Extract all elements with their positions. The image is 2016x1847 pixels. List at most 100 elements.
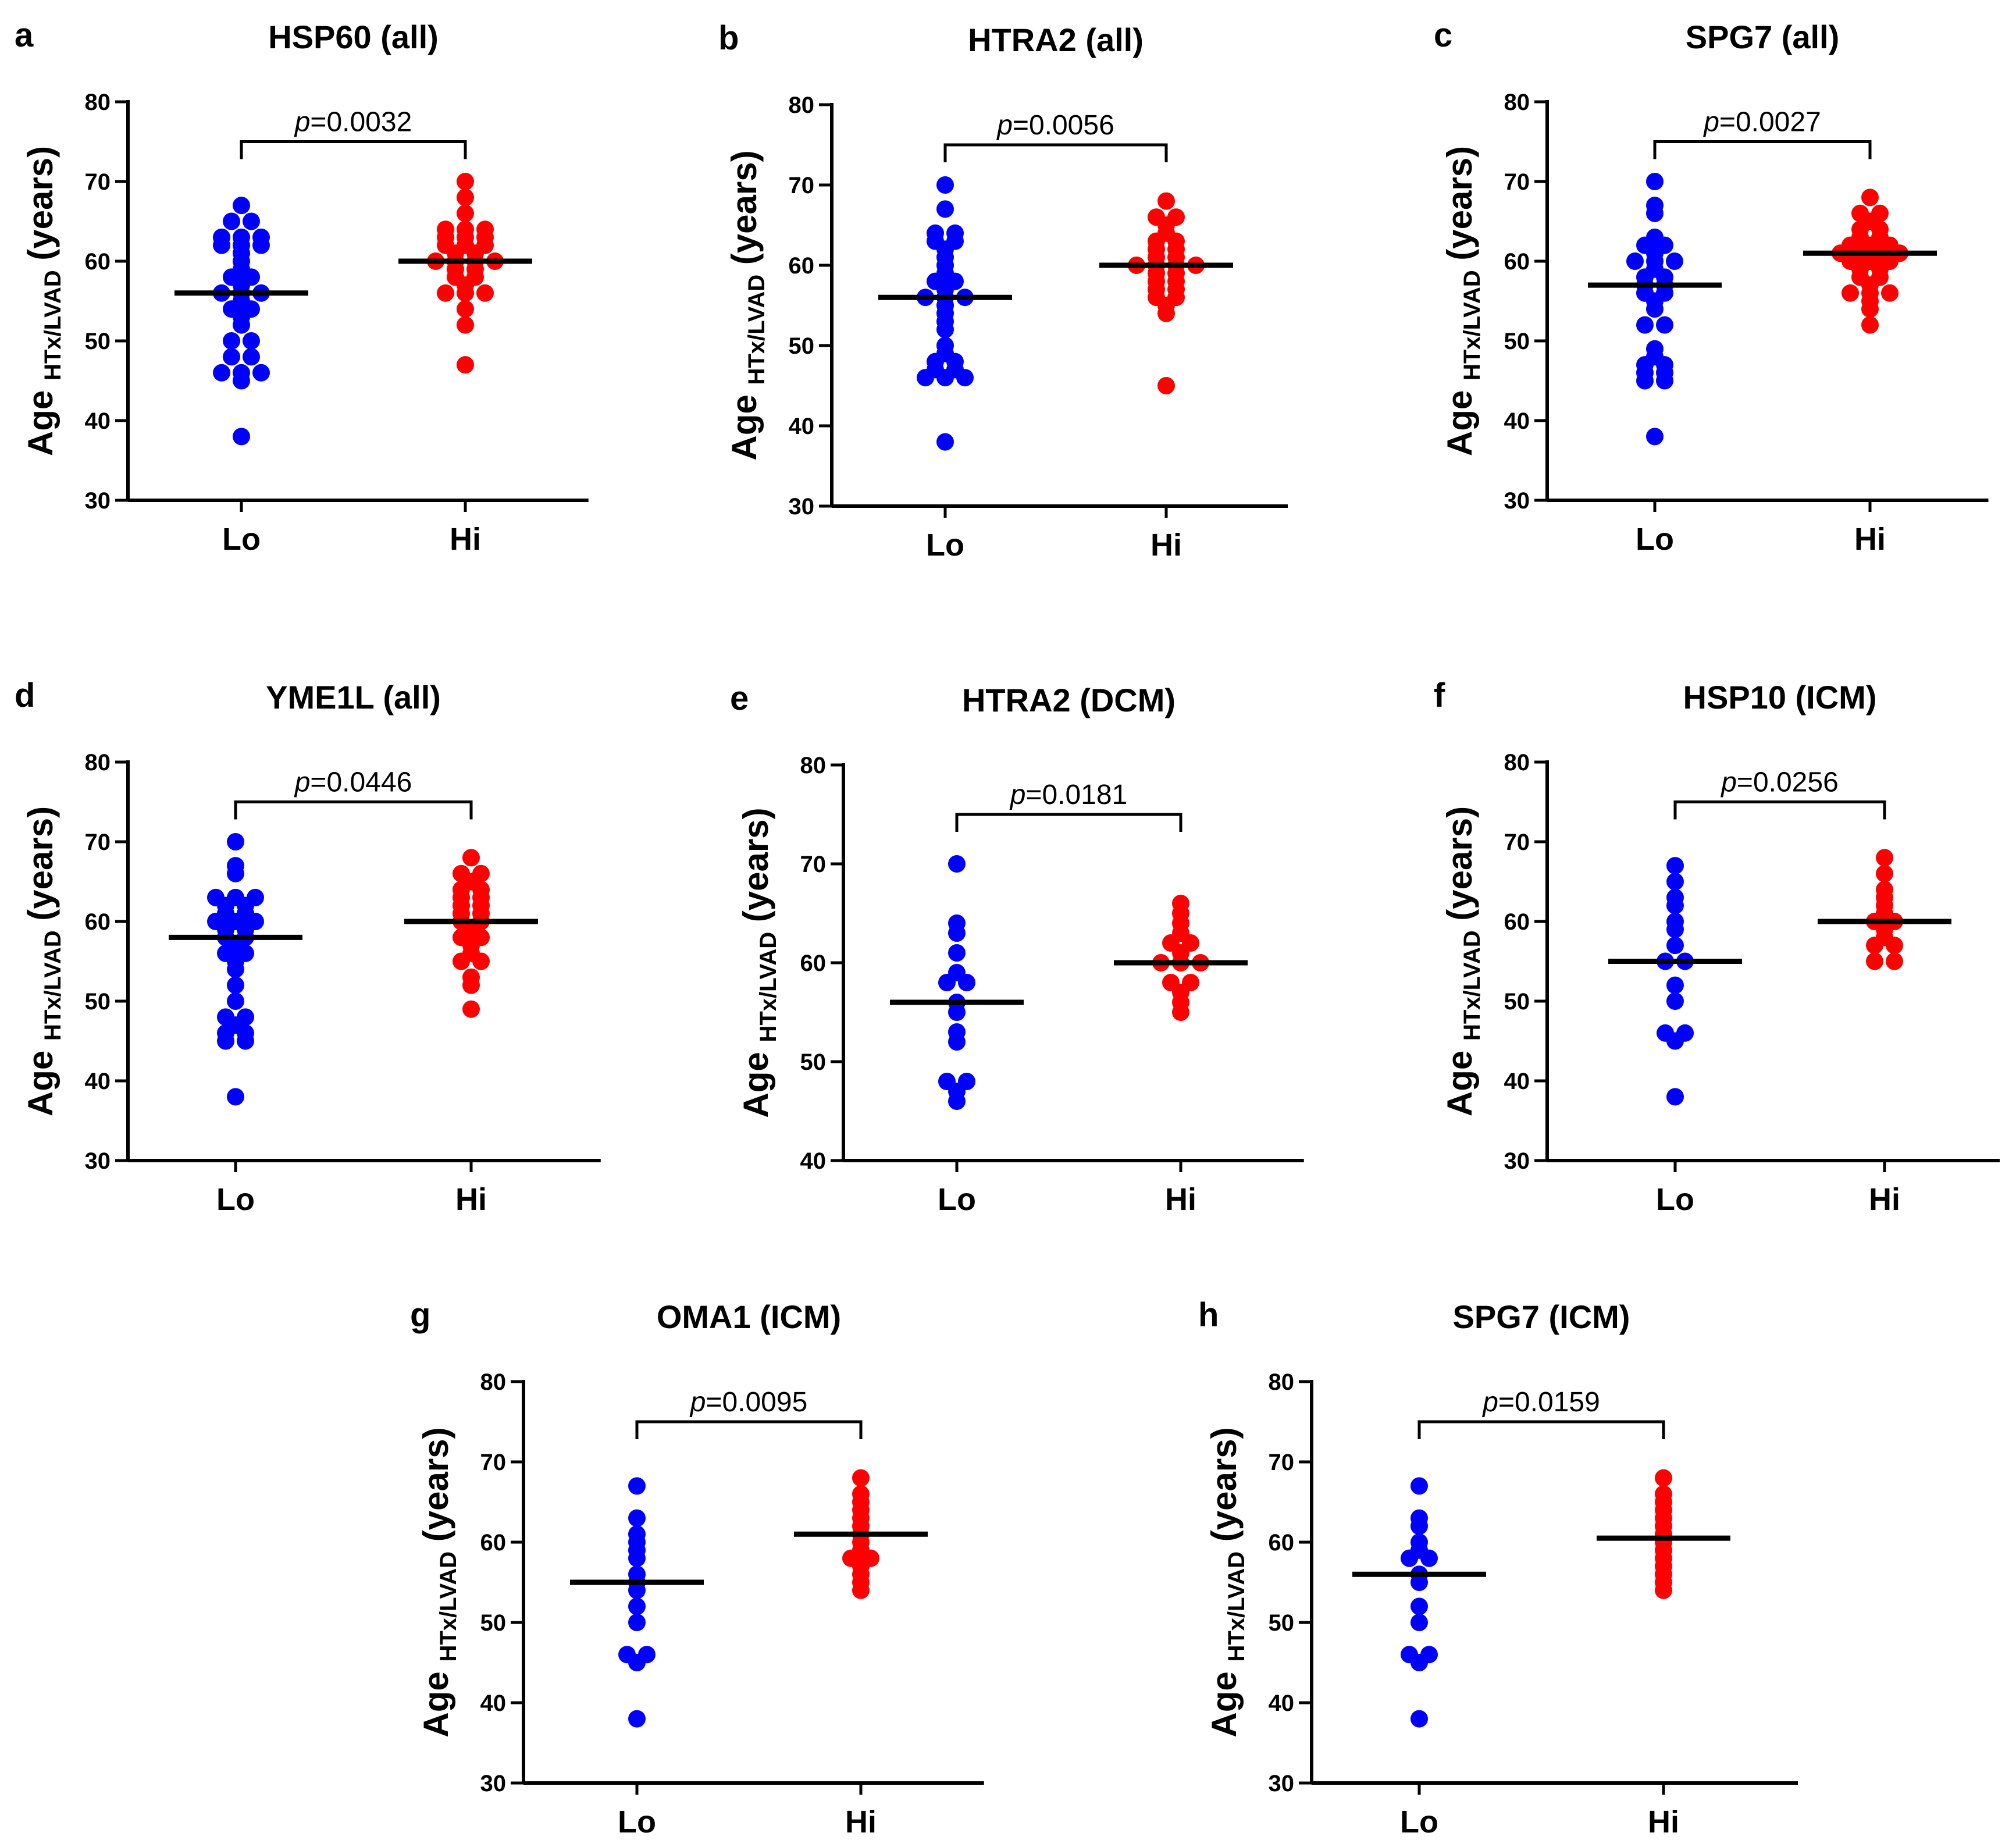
p-symbol: p — [1720, 767, 1737, 798]
panel-letter: b — [718, 19, 739, 57]
data-point-hi — [1886, 937, 1903, 955]
category-label-hi: Hi — [1869, 1182, 1900, 1217]
y-tick-label: 70 — [1504, 169, 1530, 195]
data-point-lo — [936, 321, 954, 339]
y-tick-label: 40 — [800, 1148, 827, 1174]
p-symbol: p — [294, 107, 311, 138]
y-tick-label: 60 — [85, 249, 111, 275]
data-point-lo — [233, 372, 250, 390]
panel-title: SPG7 (ICM) — [1453, 1298, 1630, 1335]
data-point-lo — [628, 1654, 646, 1671]
y-tick-label: 70 — [85, 169, 111, 195]
data-point-lo — [227, 960, 244, 978]
data-point-hi — [462, 849, 480, 867]
data-point-lo — [1666, 1032, 1684, 1050]
y-tick-label: 40 — [1504, 408, 1530, 434]
data-point-hi — [462, 976, 480, 994]
data-point-lo — [223, 212, 240, 230]
y-label-unit: (years) — [725, 150, 764, 274]
y-tick-label: 30 — [85, 488, 111, 514]
panel-c: c SPG7 (all) 30 40 50 60 70 80 Lo Hi Age HTx/LVAD … — [1434, 16, 1989, 557]
y-label-unit: (years) — [21, 146, 60, 270]
data-point-lo — [958, 974, 975, 991]
y-label-subscript: HTx/LVAD — [436, 1551, 461, 1662]
p-symbol: p — [1009, 780, 1026, 810]
y-tick-label: 50 — [789, 333, 815, 359]
category-label-lo: Lo — [222, 522, 261, 557]
y-label-subscript: HTx/LVAD — [40, 270, 66, 380]
data-point-lo — [936, 176, 954, 194]
data-point-lo — [1411, 1597, 1428, 1615]
data-point-lo — [227, 864, 244, 882]
y-tick-label: 80 — [789, 92, 815, 118]
data-point-lo — [1411, 1574, 1428, 1591]
data-point-lo — [1666, 992, 1684, 1010]
y-tick-label: 40 — [1269, 1691, 1295, 1716]
data-point-hi — [1861, 300, 1879, 318]
y-tick-label: 60 — [85, 909, 111, 935]
y-label-subscript: HTx/LVAD — [1459, 270, 1485, 380]
data-point-lo — [936, 369, 954, 387]
y-tick-label: 80 — [1504, 90, 1530, 115]
significance-bracket — [635, 1420, 863, 1439]
y-tick-label: 30 — [1504, 1148, 1530, 1174]
data-point-lo — [948, 1033, 966, 1051]
data-point-lo — [948, 1092, 966, 1110]
data-point-hi — [852, 1581, 870, 1599]
data-point-lo — [1646, 173, 1664, 190]
data-point-lo — [628, 1477, 646, 1495]
data-point-lo — [227, 992, 244, 1010]
category-label-hi: Hi — [455, 1182, 487, 1217]
y-label-main: Age — [416, 1662, 455, 1738]
panel-letter: e — [730, 679, 749, 717]
panel-b: b HTRA2 (all) 30 40 50 60 70 80 Lo Hi Age HTx/LVAD… — [718, 19, 1288, 563]
data-point-hi — [1876, 864, 1893, 882]
p-value: =0.0095 — [706, 1387, 807, 1418]
p-value-label: p=0.0256 — [1720, 767, 1839, 798]
panel-title: HSP60 (all) — [268, 19, 439, 55]
data-point-lo — [1646, 428, 1664, 446]
y-axis-label: Age HTx/LVAD (years) — [416, 1427, 461, 1737]
data-point-hi — [457, 300, 474, 318]
y-tick-label: 60 — [1269, 1530, 1295, 1556]
data-point-hi — [457, 316, 474, 334]
p-value: =0.0446 — [310, 767, 412, 798]
data-point-hi — [437, 284, 454, 302]
y-tick-label: 30 — [85, 1148, 111, 1174]
data-point-lo — [628, 1710, 646, 1728]
data-point-lo — [1666, 873, 1684, 891]
category-label-hi: Hi — [1151, 528, 1182, 563]
y-tick-label: 80 — [1504, 750, 1530, 775]
y-tick-label: 50 — [1269, 1610, 1295, 1636]
y-label-main: Age — [21, 380, 60, 456]
y-tick-label: 40 — [789, 414, 815, 439]
category-label-lo: Lo — [618, 1805, 656, 1839]
data-point-lo — [628, 1509, 646, 1527]
y-tick-label: 80 — [800, 753, 827, 778]
data-point-lo — [252, 364, 270, 382]
p-value: =0.0256 — [1737, 767, 1839, 798]
y-label-unit: (years) — [736, 807, 775, 931]
data-point-lo — [233, 197, 250, 215]
data-point-hi — [1655, 1581, 1672, 1599]
y-label-main: Age — [736, 1042, 775, 1118]
data-point-hi — [457, 284, 474, 302]
data-point-hi — [457, 356, 474, 374]
y-label-subscript: HTx/LVAD — [1224, 1551, 1249, 1662]
panel-f: f HSP10 (ICM) 30 40 50 60 70 80 Lo Hi Age HTx/LVAD… — [1434, 677, 2000, 1217]
data-point-lo — [948, 924, 966, 942]
y-tick-label: 70 — [789, 173, 815, 198]
significance-bracket — [240, 140, 467, 159]
category-label-lo: Lo — [938, 1182, 976, 1217]
data-point-lo — [956, 369, 974, 387]
data-point-lo — [917, 369, 934, 387]
data-point-hi — [1157, 304, 1175, 322]
panel-letter: f — [1434, 677, 1445, 714]
y-axis-label: Age HTx/LVAD (years) — [725, 150, 770, 460]
data-point-hi — [1886, 952, 1903, 970]
data-point-hi — [1172, 1003, 1189, 1021]
data-point-hi — [462, 1000, 480, 1018]
panel-letter: h — [1198, 1296, 1219, 1334]
y-label-unit: (years) — [21, 806, 60, 930]
y-tick-label: 30 — [1269, 1771, 1295, 1796]
